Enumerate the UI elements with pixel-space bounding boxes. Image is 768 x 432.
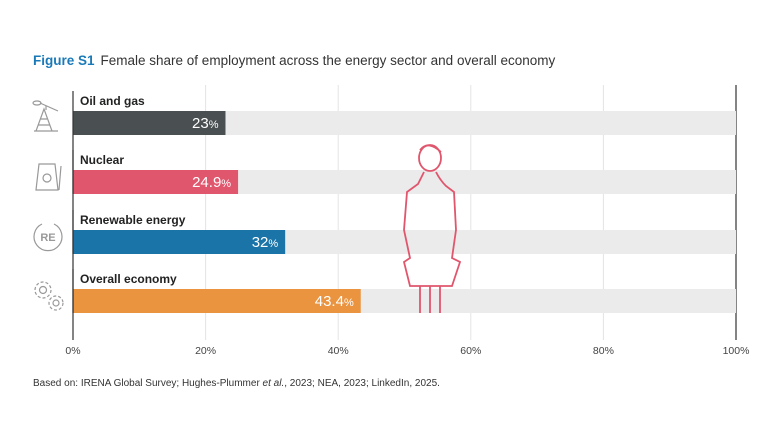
x-tick-label: 20% [195,345,216,357]
icon-part [38,285,48,295]
gears-icon [34,281,64,311]
x-tick-label: 80% [593,345,614,357]
icon-part [35,163,62,191]
oil-pump-icon [32,100,59,132]
renewable-energy-icon: RE [33,223,63,252]
category-label: Overall economy [80,272,177,286]
icon-part [52,299,60,307]
bar-renewable-energy [73,230,286,254]
title-text: Female share of employment across the en… [100,53,556,68]
data-label: 32% [252,234,279,251]
source-suffix: , 2023; NEA, 2023; LinkedIn, 2025. [284,378,440,389]
data-label: 24.9% [192,174,231,191]
x-tick-label: 60% [460,345,481,357]
bar-oil-and-gas [73,111,226,135]
data-label: 23% [192,115,219,132]
icon-part: RE [40,232,55,244]
icon-part [34,281,52,299]
icon-part [42,173,52,183]
icon-part [48,295,64,311]
chart-title: Figure S1 Female share of employment acro… [33,53,555,68]
icon-part [32,100,42,106]
source-note: Based on: IRENA Global Survey; Hughes-Pl… [33,378,440,389]
icon-part [33,223,63,252]
bar-overall-economy [73,289,361,313]
source-prefix: Based on: IRENA Global Survey; Hughes-Pl… [33,378,263,389]
figure-label: Figure S1 [33,53,95,68]
bar-nuclear [73,170,239,194]
x-tick-label: 0% [65,345,80,357]
x-tick-label: 100% [723,345,750,357]
icon-part [34,102,59,132]
source-italic: et al. [262,378,285,389]
figure-body [402,144,462,313]
data-label: 43.4% [315,293,354,310]
x-tick-label: 40% [328,345,349,357]
category-label: Oil and gas [80,94,145,108]
category-label: Renewable energy [80,213,186,227]
woman-figure-icon [402,144,462,313]
nuclear-plant-icon [35,163,62,191]
category-label: Nuclear [80,153,124,167]
